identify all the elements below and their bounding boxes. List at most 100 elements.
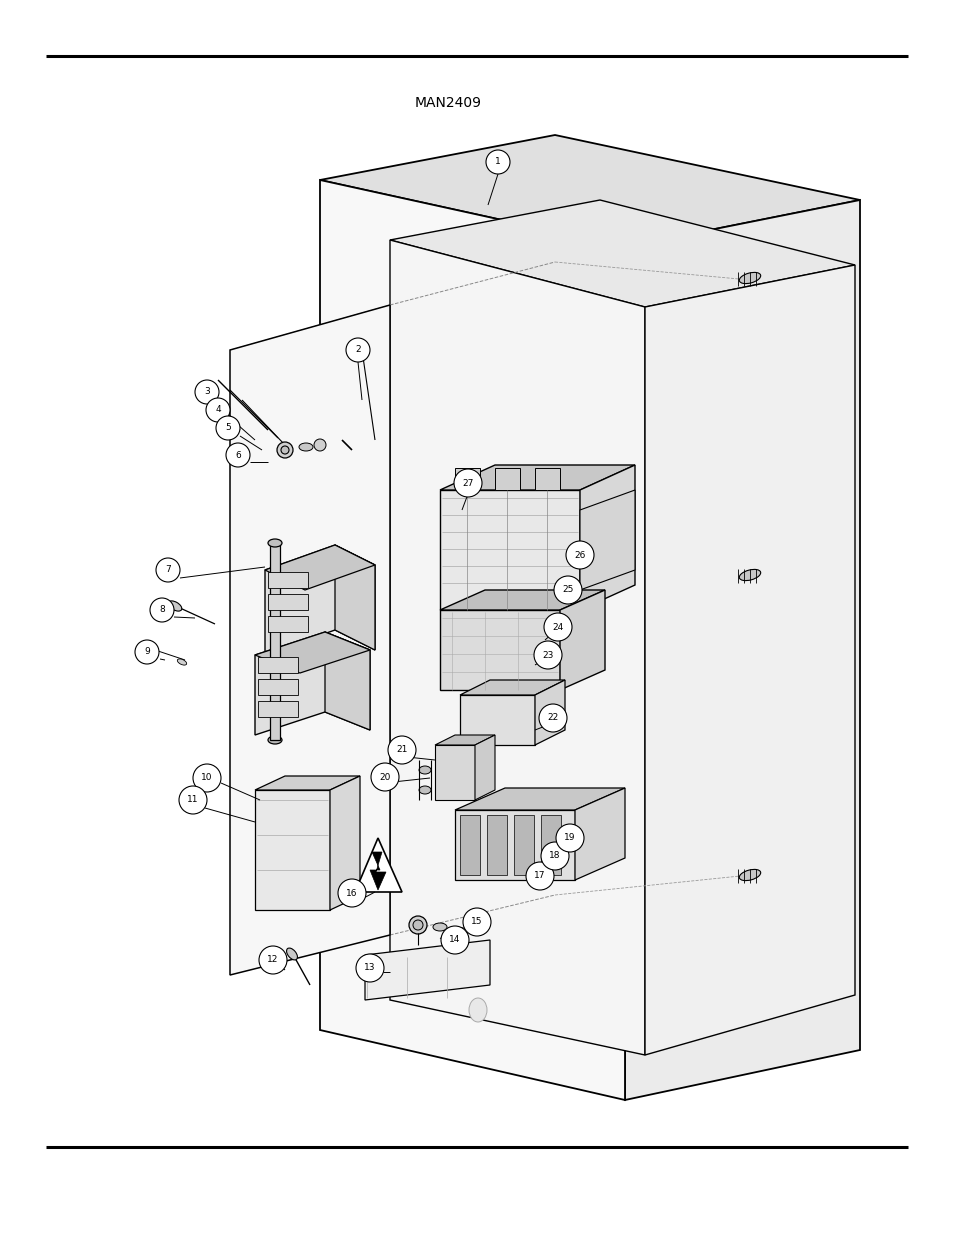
Circle shape bbox=[194, 380, 219, 404]
Polygon shape bbox=[486, 815, 506, 876]
Text: MAN2409: MAN2409 bbox=[415, 95, 481, 110]
Text: 17: 17 bbox=[534, 872, 545, 881]
Text: 2: 2 bbox=[355, 346, 360, 354]
Circle shape bbox=[135, 640, 159, 664]
Text: 15: 15 bbox=[471, 918, 482, 926]
Text: 5: 5 bbox=[225, 424, 231, 432]
Circle shape bbox=[454, 469, 481, 496]
Ellipse shape bbox=[268, 538, 282, 547]
Circle shape bbox=[258, 946, 287, 974]
Circle shape bbox=[179, 785, 207, 814]
Text: 7: 7 bbox=[165, 566, 171, 574]
Circle shape bbox=[346, 338, 370, 362]
Polygon shape bbox=[355, 839, 401, 892]
Polygon shape bbox=[335, 545, 375, 650]
Text: 12: 12 bbox=[267, 956, 278, 965]
Ellipse shape bbox=[298, 443, 313, 451]
Circle shape bbox=[556, 824, 583, 852]
Text: 19: 19 bbox=[563, 834, 576, 842]
Text: 25: 25 bbox=[561, 585, 573, 594]
Polygon shape bbox=[459, 815, 479, 876]
Polygon shape bbox=[459, 680, 564, 695]
Text: 10: 10 bbox=[201, 773, 213, 783]
Ellipse shape bbox=[276, 442, 293, 458]
Ellipse shape bbox=[413, 920, 422, 930]
Polygon shape bbox=[257, 701, 297, 718]
Circle shape bbox=[538, 704, 566, 732]
Polygon shape bbox=[644, 266, 854, 1055]
Polygon shape bbox=[257, 657, 297, 673]
Circle shape bbox=[156, 558, 180, 582]
Polygon shape bbox=[624, 200, 859, 1100]
Circle shape bbox=[226, 443, 250, 467]
Circle shape bbox=[485, 149, 510, 174]
Ellipse shape bbox=[739, 273, 760, 284]
Polygon shape bbox=[254, 632, 370, 735]
Circle shape bbox=[440, 926, 469, 953]
Ellipse shape bbox=[268, 736, 282, 743]
Circle shape bbox=[534, 641, 561, 669]
Polygon shape bbox=[579, 490, 635, 590]
Circle shape bbox=[371, 763, 398, 790]
Text: 4: 4 bbox=[215, 405, 220, 415]
Polygon shape bbox=[435, 745, 475, 800]
Text: 1: 1 bbox=[495, 158, 500, 167]
Circle shape bbox=[388, 736, 416, 764]
Text: 3: 3 bbox=[204, 388, 210, 396]
Circle shape bbox=[462, 908, 491, 936]
Polygon shape bbox=[540, 815, 560, 876]
Text: 24: 24 bbox=[552, 622, 563, 631]
Polygon shape bbox=[254, 790, 330, 910]
Polygon shape bbox=[257, 679, 297, 695]
Ellipse shape bbox=[281, 446, 289, 454]
Polygon shape bbox=[514, 815, 534, 876]
Ellipse shape bbox=[418, 766, 431, 774]
Circle shape bbox=[150, 598, 173, 622]
Ellipse shape bbox=[143, 643, 156, 652]
Polygon shape bbox=[495, 468, 519, 490]
Text: 8: 8 bbox=[159, 605, 165, 615]
Circle shape bbox=[193, 764, 221, 792]
Text: 20: 20 bbox=[379, 773, 391, 782]
Circle shape bbox=[206, 398, 230, 422]
Circle shape bbox=[543, 613, 572, 641]
Circle shape bbox=[525, 862, 554, 890]
Circle shape bbox=[314, 438, 326, 451]
Text: 11: 11 bbox=[187, 795, 198, 804]
Circle shape bbox=[554, 576, 581, 604]
Polygon shape bbox=[265, 545, 375, 590]
Text: 16: 16 bbox=[346, 888, 357, 898]
Text: 9: 9 bbox=[144, 647, 150, 657]
Text: 21: 21 bbox=[395, 746, 407, 755]
Text: 22: 22 bbox=[547, 714, 558, 722]
Polygon shape bbox=[439, 590, 604, 610]
Ellipse shape bbox=[418, 785, 431, 794]
Polygon shape bbox=[330, 776, 359, 910]
Polygon shape bbox=[319, 180, 624, 1100]
Polygon shape bbox=[268, 616, 308, 632]
Polygon shape bbox=[390, 240, 644, 1055]
Polygon shape bbox=[254, 632, 370, 673]
Circle shape bbox=[355, 953, 384, 982]
Polygon shape bbox=[265, 545, 375, 655]
Circle shape bbox=[540, 842, 568, 869]
Ellipse shape bbox=[286, 948, 297, 960]
Circle shape bbox=[337, 879, 366, 906]
Polygon shape bbox=[230, 305, 390, 974]
Polygon shape bbox=[268, 572, 308, 588]
Polygon shape bbox=[559, 590, 604, 690]
Circle shape bbox=[565, 541, 594, 569]
Text: 14: 14 bbox=[449, 935, 460, 945]
Polygon shape bbox=[365, 940, 490, 1000]
Polygon shape bbox=[439, 610, 559, 690]
Polygon shape bbox=[475, 735, 495, 800]
Polygon shape bbox=[370, 852, 386, 890]
Ellipse shape bbox=[739, 569, 760, 580]
Polygon shape bbox=[435, 735, 495, 745]
Ellipse shape bbox=[433, 923, 447, 931]
Polygon shape bbox=[390, 200, 854, 308]
Polygon shape bbox=[579, 466, 635, 610]
Polygon shape bbox=[319, 135, 859, 247]
Polygon shape bbox=[439, 466, 635, 490]
Ellipse shape bbox=[409, 916, 427, 934]
